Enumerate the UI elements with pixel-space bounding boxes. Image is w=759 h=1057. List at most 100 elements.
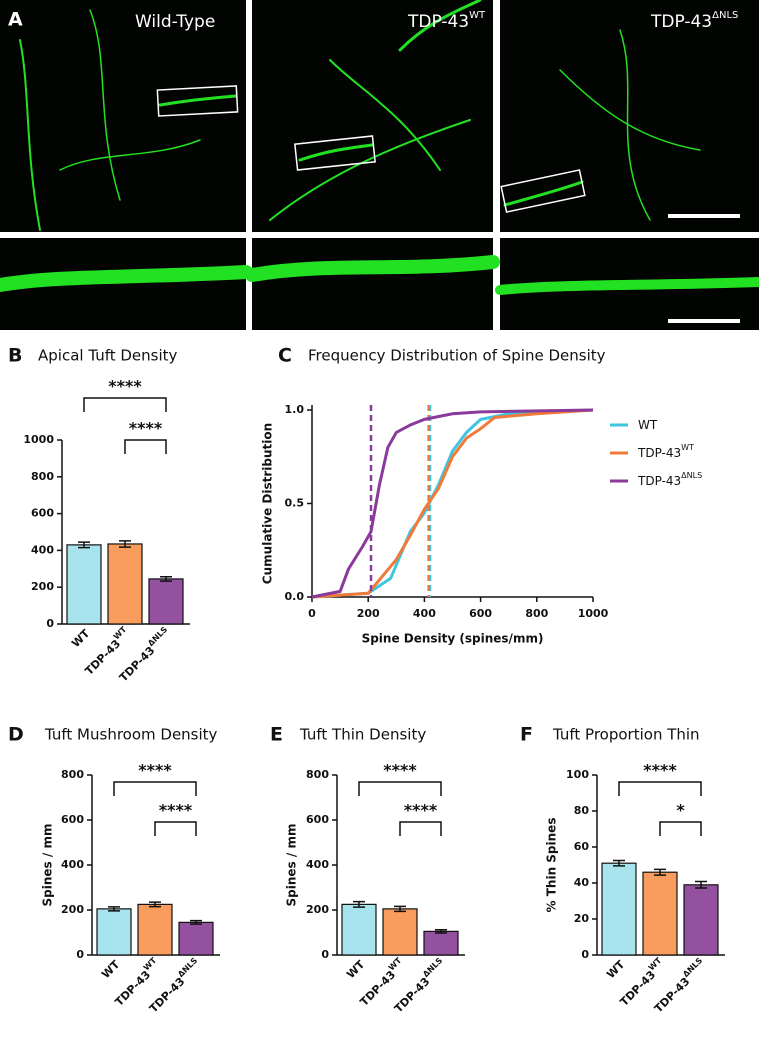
bar [423,930,459,956]
x-tick-label-text: TDP-43 [83,637,124,678]
significance-label: **** [138,761,172,780]
dendrite [269,119,471,221]
dendrites [0,0,759,295]
y-tick-label: 200 [306,903,329,916]
panel-letter: C [278,345,292,367]
x-tick-label-text: WT [69,627,92,650]
significance-label: **** [643,761,677,780]
legend-label: TDP-43WT [637,443,694,460]
dendrite [503,180,584,207]
image-panel: A Wild-Type TDP-43WT TDP-43ΔNLS [0,0,759,330]
y-tick-label: 0.0 [285,590,305,603]
y-tick-label: 100 [566,768,589,781]
significance-bracket [358,781,442,796]
panel-letter: E [270,724,283,746]
y-tick-label: 400 [306,858,329,871]
y-axis-label: % Thin Spines [545,818,559,913]
x-tick-label-sup: ΔNLS [421,955,444,978]
line [311,408,594,599]
significance-label: **** [404,801,438,820]
significance-bracket [113,781,197,796]
significance-bracket [83,397,167,412]
image-title-text: TDP-43 [407,12,469,32]
legend-label-text: WT [638,418,658,432]
image-title: Wild-Type [135,12,215,32]
inset-box [294,135,376,171]
image-title-text: TDP-43 [650,12,712,32]
legend-label: WT [638,418,658,432]
bar [642,871,678,956]
legend-label-text: TDP-43 [637,446,681,460]
image-title: TDP-43WT [407,10,486,32]
y-tick-label: 80 [574,804,590,817]
inset-box [156,85,239,117]
y-tick-label: 60 [574,840,590,853]
x-tick-label: 600 [469,607,492,620]
dendrite [298,143,374,162]
dendrite [59,139,201,171]
dendrite [329,59,441,171]
legend-label-sup: ΔNLS [681,471,702,480]
x-tick-label: 800 [525,607,548,620]
bar [178,921,214,956]
x-tick-label-sup: WT [111,624,128,641]
chart-title: Tuft Mushroom Density [44,726,218,744]
dendrite-zoom [0,265,253,292]
image-title-sup: WT [469,10,486,21]
bar [601,862,637,956]
bar [683,884,719,956]
y-tick-label: 1000 [23,433,54,446]
y-tick-label: 0 [321,948,329,961]
bar [107,543,143,625]
x-tick-label-text: TDP-43 [392,975,433,1016]
error-bar [435,929,447,934]
dendrite [19,39,41,231]
panel-letter: D [8,724,24,746]
x-tick-label: WT [344,958,367,981]
x-tick-label-text: TDP-43 [147,975,188,1016]
micrograph [500,0,759,232]
bar [341,903,377,956]
legend-label: TDP-43ΔNLS [637,471,702,488]
significance-label: **** [129,419,163,438]
y-axis-label: Spines / mm [285,824,299,907]
y-tick-label: 600 [306,813,329,826]
bar [382,908,418,956]
x-tick-label-text: WT [344,958,367,981]
bar [148,578,184,625]
error-bar [119,540,131,548]
x-tick-label: WT [69,627,92,650]
significance-bracket [618,781,702,796]
error-bar [353,900,365,908]
image-title-sup: ΔNLS [712,10,738,21]
micrograph [252,0,493,232]
micrograph-zoom [252,238,493,330]
y-tick-label: 0 [46,617,54,630]
error-bar [108,906,120,912]
x-tick-label: 200 [357,607,380,620]
panel-letter: A [8,9,23,31]
x-tick-label-text: TDP-43 [117,644,158,685]
error-bar [160,575,172,582]
line [311,408,594,599]
x-tick-label: WT [99,958,122,981]
y-tick-label: 1.0 [285,403,305,416]
x-tick-label-text: WT [604,958,627,981]
dendrite-zoom [495,277,759,295]
x-tick-label-sup: WT [141,955,158,972]
micrograph [0,0,246,232]
bar [96,908,132,956]
y-axis-label: Cumulative Distribution [261,423,275,584]
bar [137,903,173,956]
x-tick-label-text: TDP-43 [358,968,399,1009]
inset-box [500,169,586,213]
y-tick-label: 600 [61,813,84,826]
x-axis-label: Spine Density (spines/mm) [362,632,544,646]
y-tick-label: 400 [31,543,54,556]
x-tick-label: WT [604,958,627,981]
x-tick-label-sup: ΔNLS [146,624,169,647]
significance-bracket [399,821,442,836]
y-tick-label: 0 [581,948,589,961]
line [311,408,594,599]
chart-title: Frequency Distribution of Spine Density [308,347,606,365]
